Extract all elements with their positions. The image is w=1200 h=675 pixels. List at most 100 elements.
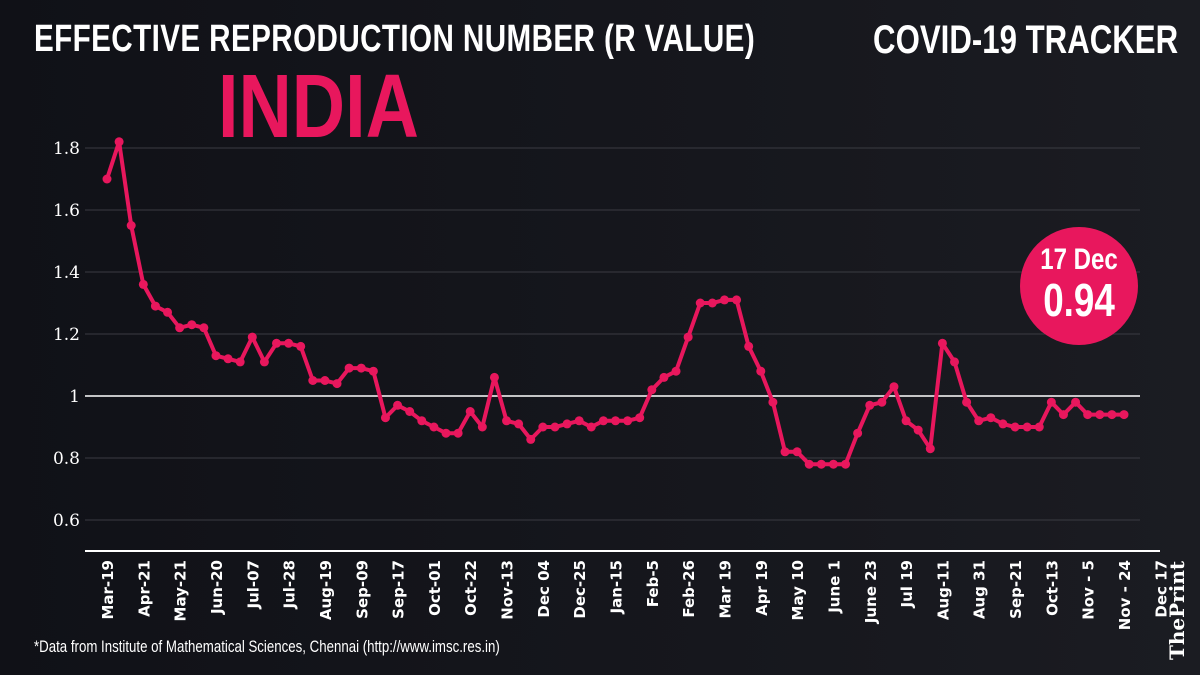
x-tick-label: Jul-07 — [244, 560, 262, 610]
data-point — [187, 320, 197, 330]
x-tick-label: Jul-28 — [281, 560, 299, 610]
data-point — [1010, 422, 1020, 432]
badge-value: 0.94 — [1043, 274, 1115, 326]
data-point — [538, 422, 548, 432]
data-point — [380, 413, 390, 423]
data-point — [659, 372, 669, 382]
y-tick-label: 0.6 — [53, 511, 80, 531]
x-tick-label: Nov - 5 — [1080, 560, 1098, 620]
data-point — [792, 447, 802, 457]
data-point — [913, 425, 923, 435]
x-tick-label: Mar-19 — [99, 560, 117, 620]
data-point — [1058, 410, 1068, 420]
data-point — [647, 385, 657, 395]
data-point — [611, 416, 620, 426]
data-point — [707, 298, 717, 308]
data-point — [175, 323, 185, 333]
r-value-line — [105, 139, 1124, 467]
data-point — [138, 279, 148, 289]
data-point — [683, 332, 693, 342]
data-point — [623, 416, 633, 426]
data-point — [562, 419, 572, 429]
data-point — [489, 372, 499, 382]
data-point — [126, 221, 136, 230]
y-tick-label: 1.6 — [53, 201, 80, 221]
x-tick-label: May-21 — [172, 560, 190, 621]
chart-title: EFFECTIVE REPRODUCTION NUMBER (R VALUE) — [34, 18, 756, 60]
x-tick-label: May 10 — [789, 560, 807, 620]
data-point — [865, 400, 875, 410]
data-point — [937, 338, 947, 348]
x-tick-label: Apr 19 — [753, 560, 771, 616]
data-point — [756, 366, 766, 376]
x-tick-label: Apr-21 — [135, 560, 153, 617]
data-point — [925, 444, 935, 454]
data-point — [586, 422, 596, 432]
data-point — [901, 416, 911, 426]
data-point — [732, 295, 742, 305]
latest-value-badge: 17 Dec 0.94 — [1020, 227, 1138, 345]
data-point — [1083, 410, 1093, 420]
x-tick-label: Sep-09 — [353, 560, 371, 619]
data-point — [199, 323, 209, 333]
x-tick-label: Mar 19 — [716, 560, 734, 619]
x-tick-label: June 1 — [825, 560, 843, 614]
data-point — [889, 382, 899, 392]
data-point — [211, 351, 221, 361]
data-point — [150, 301, 160, 311]
data-point — [356, 363, 366, 373]
data-point — [163, 307, 173, 317]
data-point — [114, 137, 124, 147]
data-point — [393, 400, 403, 410]
data-point — [780, 447, 790, 457]
data-point — [1107, 410, 1117, 420]
data-point — [368, 366, 378, 376]
data-point — [102, 174, 112, 184]
x-tick-label: Nov-13 — [499, 560, 517, 620]
data-point — [1095, 410, 1105, 420]
x-tick-label: Feb-5 — [644, 560, 662, 607]
data-point — [986, 413, 996, 423]
data-point — [671, 366, 681, 376]
data-point — [550, 422, 560, 432]
data-point — [344, 363, 354, 373]
data-point — [272, 338, 281, 348]
x-tick-label: June 23 — [862, 560, 880, 624]
x-tick-label: Jul 19 — [898, 560, 916, 609]
data-point — [841, 459, 851, 469]
x-tick-label: Oct-22 — [462, 560, 480, 616]
data-point — [1071, 397, 1081, 407]
data-point — [804, 459, 814, 469]
data-point — [320, 376, 330, 385]
data-point — [405, 407, 415, 416]
x-tick-label: Dec 17 — [1152, 560, 1170, 618]
x-tick-label: Dec-25 — [571, 560, 589, 619]
x-tick-label: Nov - 24 — [1116, 560, 1134, 630]
data-point — [247, 332, 257, 342]
x-tick-label: Oct-01 — [426, 560, 444, 616]
data-point — [441, 428, 451, 438]
data-point — [514, 419, 524, 429]
x-tick-label: Aug-19 — [317, 560, 335, 620]
data-point — [719, 295, 729, 305]
x-tick-label: Jun-20 — [208, 560, 226, 615]
data-point — [526, 434, 536, 444]
data-point — [429, 422, 439, 432]
data-point — [417, 416, 427, 426]
data-point — [828, 459, 838, 469]
data-point — [332, 379, 342, 389]
data-point — [974, 416, 984, 426]
data-point — [284, 338, 294, 348]
data-point — [998, 419, 1008, 429]
data-point — [1034, 422, 1044, 432]
data-point — [259, 357, 269, 367]
tracker-label: COVID-19 TRACKER — [872, 18, 1178, 62]
x-tick-label: Dec 04 — [535, 560, 553, 618]
x-tick-label: Oct-13 — [1043, 560, 1061, 616]
data-point — [574, 416, 584, 426]
data-point — [296, 341, 306, 351]
data-point — [768, 397, 778, 407]
y-tick-label: 1.4 — [53, 263, 80, 283]
data-point — [477, 422, 487, 432]
